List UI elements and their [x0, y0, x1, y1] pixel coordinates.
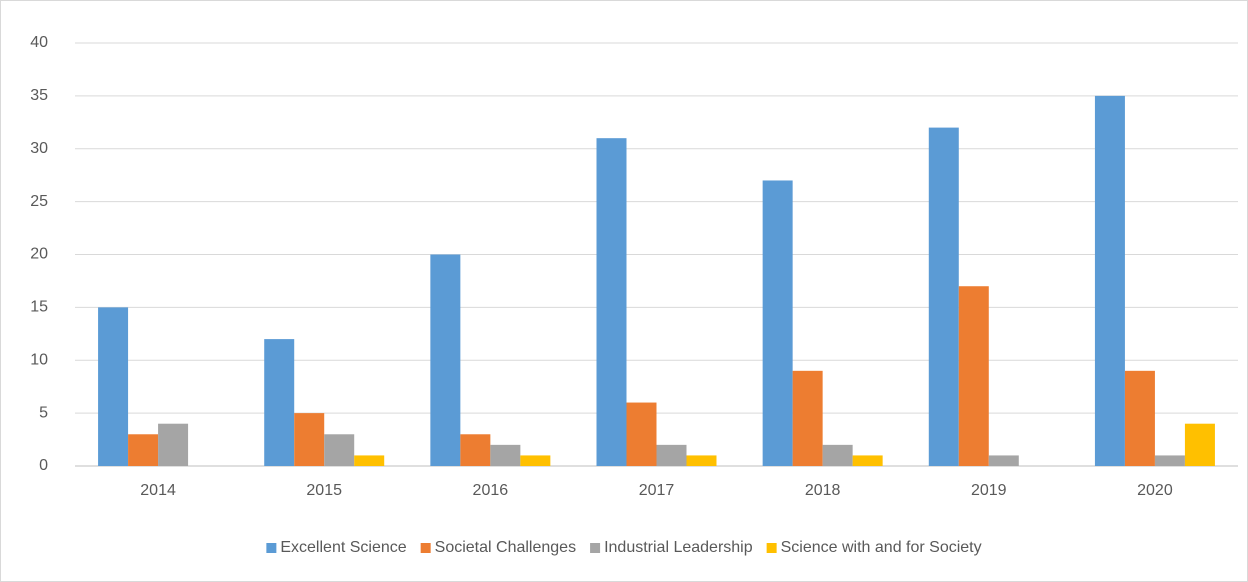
bar	[1184, 423, 1215, 466]
y-tick-label: 5	[39, 404, 48, 421]
bar	[988, 455, 1019, 466]
legend-label: Industrial Leadership	[604, 539, 753, 556]
bar	[686, 455, 717, 466]
bar	[958, 286, 989, 466]
bar	[626, 402, 657, 466]
bar	[1094, 95, 1125, 466]
bar	[1124, 370, 1155, 466]
bar	[792, 370, 823, 466]
bar	[1154, 455, 1185, 466]
bar	[490, 444, 521, 466]
bar	[822, 444, 853, 466]
x-tick-label: 2020	[1137, 482, 1173, 499]
legend-swatch	[266, 543, 277, 553]
y-tick-label: 20	[30, 246, 48, 263]
bar	[656, 444, 687, 466]
bar	[596, 138, 627, 467]
x-tick-label: 2015	[306, 482, 342, 499]
legend-label: Excellent Science	[280, 539, 406, 556]
legend-swatch	[420, 543, 431, 553]
x-tick-label: 2019	[971, 482, 1007, 499]
y-tick-label: 35	[30, 87, 48, 104]
bar	[158, 423, 189, 466]
legend-swatch	[766, 543, 777, 553]
bar	[520, 455, 551, 466]
bar	[354, 455, 385, 466]
x-tick-label: 2016	[473, 482, 509, 499]
bar	[264, 339, 295, 466]
bar	[128, 434, 159, 466]
x-tick-label: 2017	[639, 482, 675, 499]
bar	[430, 254, 461, 466]
bar	[762, 180, 793, 466]
bar	[928, 127, 959, 466]
y-tick-label: 0	[39, 457, 48, 474]
legend-label: Societal Challenges	[435, 539, 576, 556]
y-tick-label: 10	[30, 351, 48, 368]
x-tick-label: 2014	[140, 482, 176, 499]
bar	[852, 455, 883, 466]
legend-label: Science with and for Society	[781, 539, 982, 556]
y-tick-label: 40	[30, 34, 48, 51]
bar	[294, 413, 325, 466]
y-tick-label: 25	[30, 193, 48, 210]
legend-swatch	[590, 543, 601, 553]
bar	[324, 434, 355, 466]
y-tick-label: 15	[30, 299, 48, 316]
y-tick-label: 30	[30, 140, 48, 157]
x-tick-label: 2018	[805, 482, 841, 499]
bar	[460, 434, 491, 466]
bar	[98, 307, 129, 466]
